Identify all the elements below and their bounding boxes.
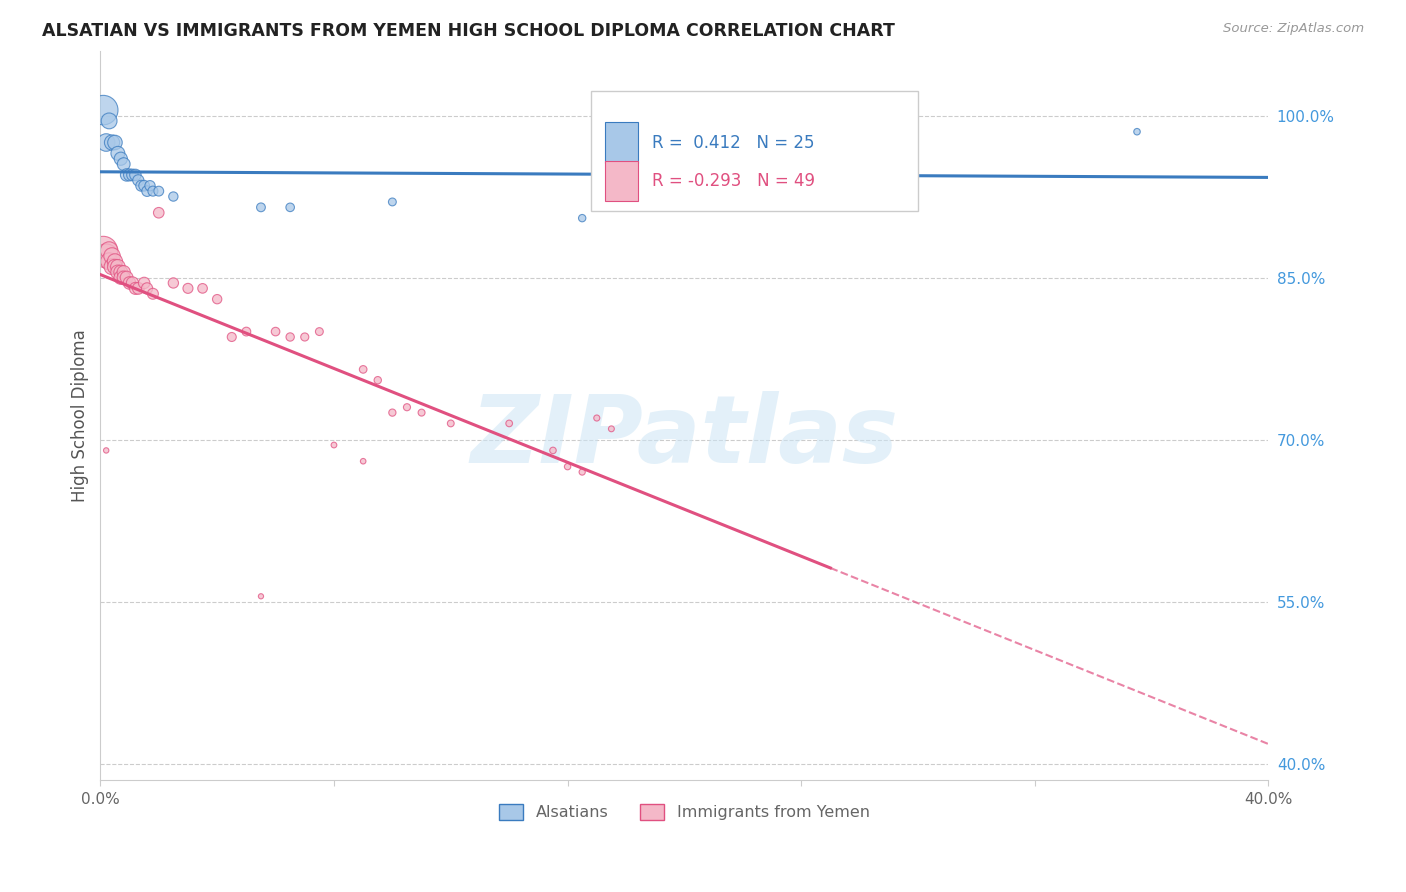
Point — [367, 373, 389, 387]
Y-axis label: High School Diploma: High School Diploma — [72, 329, 89, 501]
FancyBboxPatch shape — [591, 91, 918, 211]
Point — [101, 260, 124, 274]
Point — [381, 194, 404, 209]
Point — [221, 330, 243, 344]
Point — [352, 454, 374, 468]
Point — [91, 244, 114, 258]
Point — [395, 401, 418, 415]
Point — [104, 254, 127, 268]
Point — [104, 136, 127, 150]
Point — [127, 281, 149, 295]
Point — [101, 249, 124, 263]
Text: R =  0.412   N = 25: R = 0.412 N = 25 — [652, 134, 814, 152]
Point — [235, 325, 257, 339]
Point — [136, 184, 159, 198]
Point — [205, 292, 228, 306]
Point — [124, 281, 146, 295]
Point — [107, 260, 129, 274]
Point — [129, 178, 152, 193]
Point — [278, 200, 301, 214]
Point — [250, 589, 273, 603]
Point — [294, 330, 316, 344]
Point — [115, 270, 138, 285]
Point — [107, 146, 129, 161]
Point — [148, 205, 170, 219]
Point — [112, 270, 135, 285]
Point — [585, 411, 607, 425]
Point — [91, 103, 114, 117]
Text: Source: ZipAtlas.com: Source: ZipAtlas.com — [1223, 22, 1364, 36]
Point — [264, 325, 287, 339]
Point — [98, 244, 121, 258]
Point — [557, 459, 579, 474]
Point — [96, 136, 118, 150]
Point — [162, 276, 184, 290]
Point — [134, 276, 156, 290]
Point — [541, 443, 564, 458]
Point — [115, 168, 138, 182]
Point — [107, 265, 129, 279]
Point — [139, 178, 162, 193]
Point — [134, 178, 156, 193]
Point — [308, 325, 330, 339]
Point — [571, 465, 593, 479]
Point — [110, 152, 132, 166]
Point — [148, 184, 170, 198]
Legend: Alsatians, Immigrants from Yemen: Alsatians, Immigrants from Yemen — [492, 797, 876, 827]
Point — [177, 281, 200, 295]
Point — [498, 417, 520, 431]
Point — [121, 276, 143, 290]
Point — [162, 189, 184, 203]
Point — [118, 168, 141, 182]
Point — [142, 286, 165, 301]
Point — [250, 200, 273, 214]
Point — [98, 114, 121, 128]
Point — [1126, 125, 1149, 139]
Point — [118, 276, 141, 290]
Point — [112, 265, 135, 279]
Point — [440, 417, 463, 431]
Point — [136, 281, 159, 295]
Point — [96, 249, 118, 263]
Point — [191, 281, 214, 295]
Point — [323, 438, 346, 452]
Text: R = -0.293   N = 49: R = -0.293 N = 49 — [652, 172, 814, 190]
Point — [112, 157, 135, 171]
Point — [278, 330, 301, 344]
Point — [352, 362, 374, 376]
Text: ZIPatlas: ZIPatlas — [471, 392, 898, 483]
Point — [110, 265, 132, 279]
Point — [121, 168, 143, 182]
Point — [96, 443, 118, 458]
Point — [571, 211, 593, 226]
FancyBboxPatch shape — [605, 161, 638, 201]
Point — [104, 260, 127, 274]
Point — [381, 406, 404, 420]
Point — [600, 422, 623, 436]
Point — [127, 173, 149, 187]
Point — [98, 254, 121, 268]
FancyBboxPatch shape — [605, 122, 638, 162]
Point — [142, 184, 165, 198]
Point — [101, 136, 124, 150]
Text: ALSATIAN VS IMMIGRANTS FROM YEMEN HIGH SCHOOL DIPLOMA CORRELATION CHART: ALSATIAN VS IMMIGRANTS FROM YEMEN HIGH S… — [42, 22, 896, 40]
Point — [110, 270, 132, 285]
Point — [411, 406, 433, 420]
Point — [124, 168, 146, 182]
